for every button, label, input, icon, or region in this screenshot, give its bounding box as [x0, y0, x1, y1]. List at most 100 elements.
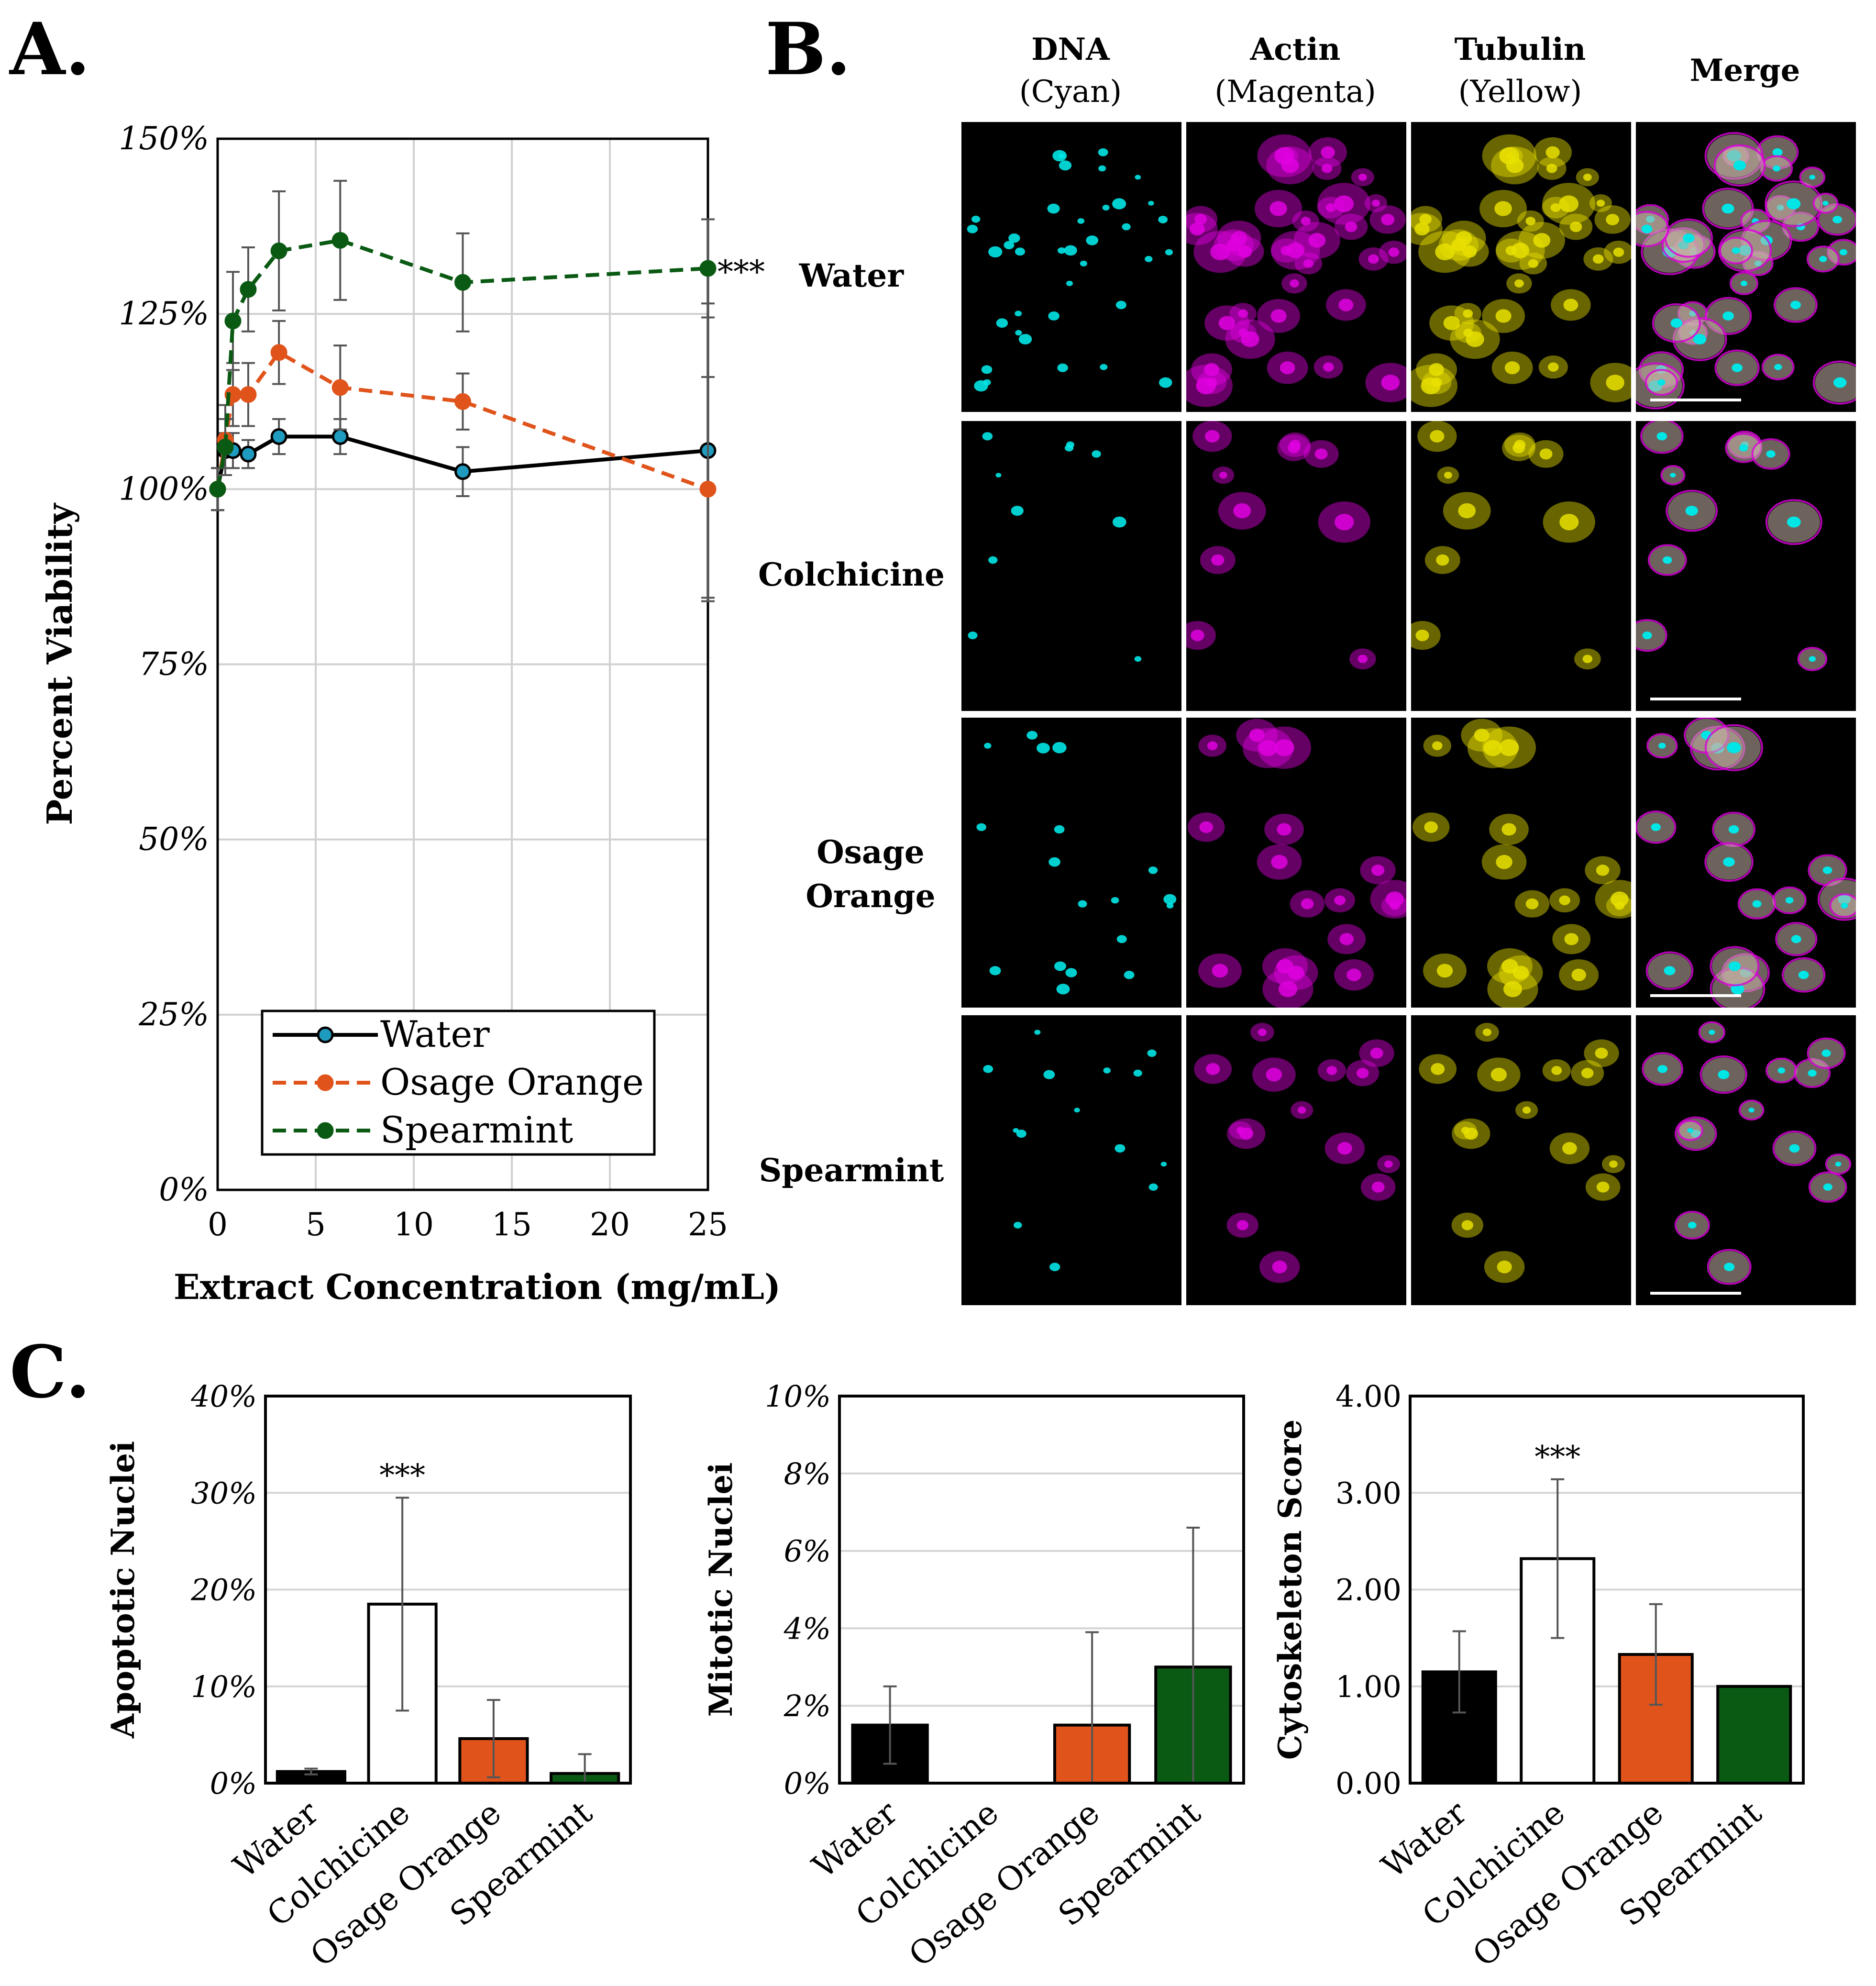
cell-core: [1501, 823, 1516, 836]
nucleus: [1100, 364, 1108, 370]
nucleus: [1018, 333, 1032, 344]
legend-swatch-marker: [317, 1026, 334, 1043]
merged-actin-edge: [1812, 192, 1839, 214]
nucleus: [1048, 857, 1060, 867]
cell-core: [1272, 1260, 1287, 1274]
cell-core: [1596, 865, 1610, 876]
merged-actin-edge: [1817, 877, 1856, 921]
nucleus: [1004, 241, 1015, 250]
nucleus: [1092, 450, 1101, 458]
micrograph-water-merge: [1636, 122, 1856, 412]
cell-core: [1458, 503, 1476, 519]
cell-core: [1269, 201, 1287, 216]
cell-core: [1559, 195, 1579, 212]
y-tick-label: 150%: [119, 120, 209, 157]
micrograph-spearmint-actin: [1186, 1015, 1406, 1305]
cell-core: [1236, 1127, 1245, 1134]
merged-nucleus: [1722, 203, 1734, 214]
merged-actin-edge: [1666, 489, 1718, 532]
merged-actin-edge: [1704, 297, 1752, 335]
merged-nucleus: [1808, 1069, 1817, 1077]
micrograph-image: [1636, 132, 1856, 410]
y-tick-label: 10%: [765, 1379, 831, 1414]
data-point: [454, 393, 471, 410]
cell-core: [1545, 146, 1560, 158]
y-axis-label: Mitotic Nuclei: [702, 1463, 739, 1717]
cell-core: [1463, 309, 1473, 318]
merged-actin-edge: [1772, 1131, 1817, 1166]
nucleus: [1052, 742, 1067, 754]
data-point: [240, 445, 257, 463]
merged-actin-edge: [1699, 1055, 1748, 1094]
merged-actin-edge: [1636, 211, 1670, 247]
merged-nucleus: [1839, 249, 1848, 255]
cell-core: [1301, 217, 1311, 225]
cell-core: [1424, 821, 1438, 833]
nucleus: [1034, 1030, 1041, 1035]
cell-core: [1286, 243, 1305, 258]
y-tick-label: 2%: [784, 1688, 831, 1723]
nucleus: [983, 1065, 993, 1073]
cell-core: [1236, 1220, 1249, 1231]
merged-actin-edge: [1644, 369, 1678, 396]
row-label-spearmint: Spearmint: [759, 1152, 944, 1189]
merged-actin-edge: [1713, 144, 1766, 187]
merged-actin-edge: [1762, 354, 1795, 381]
cell-core: [1563, 299, 1578, 311]
merged-actin-edge: [1775, 922, 1818, 956]
micrograph-image: [968, 432, 1142, 662]
cell-core: [1497, 1260, 1512, 1274]
cell-core: [1371, 865, 1385, 876]
cell-core: [1419, 214, 1432, 225]
nucleus: [1015, 330, 1022, 336]
micrograph-image: [1419, 1022, 1625, 1283]
row-label-colchicine: Colchicine: [758, 556, 945, 593]
nucleus: [1147, 1049, 1157, 1057]
nucleus: [1086, 235, 1099, 245]
merged-actin-edge: [1765, 499, 1822, 545]
cell-core: [1462, 245, 1477, 258]
x-tick-label: 15: [492, 1206, 532, 1243]
merged-actin-edge: [1751, 438, 1790, 470]
nucleus: [1015, 247, 1026, 256]
cell-core: [1280, 361, 1295, 375]
y-tick-label: 0%: [159, 1171, 209, 1208]
microscopy-grid: DNA (Cyan) Actin (Magenta) Tubulin (Yell…: [960, 29, 1876, 1320]
cell-core: [1370, 1047, 1383, 1059]
nucleus: [1077, 218, 1085, 224]
cell-core: [1238, 309, 1248, 318]
y-tick-label: 6%: [784, 1534, 831, 1569]
cell-core: [1482, 1028, 1492, 1036]
bar-spearmint: [1716, 1685, 1792, 1785]
nucleus: [1047, 203, 1060, 214]
cell-core: [1614, 901, 1625, 910]
micrograph-image: [983, 1030, 1167, 1271]
merged-actin-edge: [1812, 360, 1856, 405]
cell-core: [1501, 959, 1518, 974]
cell-core: [1194, 214, 1207, 225]
cell-core: [1258, 1028, 1267, 1036]
micrograph-image: [1186, 134, 1406, 407]
nucleus: [1049, 1263, 1060, 1271]
cell-core: [1511, 243, 1530, 258]
y-tick-label: 25%: [138, 996, 209, 1033]
cell-core: [1551, 1066, 1562, 1075]
cell-core: [1596, 200, 1605, 207]
nucleus: [1065, 968, 1077, 977]
nucleus: [1145, 255, 1153, 262]
y-tick-label: 100%: [119, 470, 209, 507]
data-point: [209, 480, 226, 498]
cell-core: [1301, 898, 1314, 910]
cell-core: [1546, 164, 1557, 173]
series-line: [216, 238, 708, 490]
plot-border: [264, 1395, 632, 1785]
cell-core: [1495, 309, 1512, 323]
merged-actin-edge: [1642, 1052, 1684, 1086]
cell-core: [1431, 1063, 1445, 1075]
cell-core: [1606, 375, 1624, 391]
micrograph-spearmint-dna: [961, 1015, 1181, 1305]
nucleus: [1026, 731, 1038, 740]
cell-core: [1205, 430, 1220, 443]
merged-nucleus: [1790, 300, 1801, 310]
cell-core: [1249, 729, 1265, 742]
